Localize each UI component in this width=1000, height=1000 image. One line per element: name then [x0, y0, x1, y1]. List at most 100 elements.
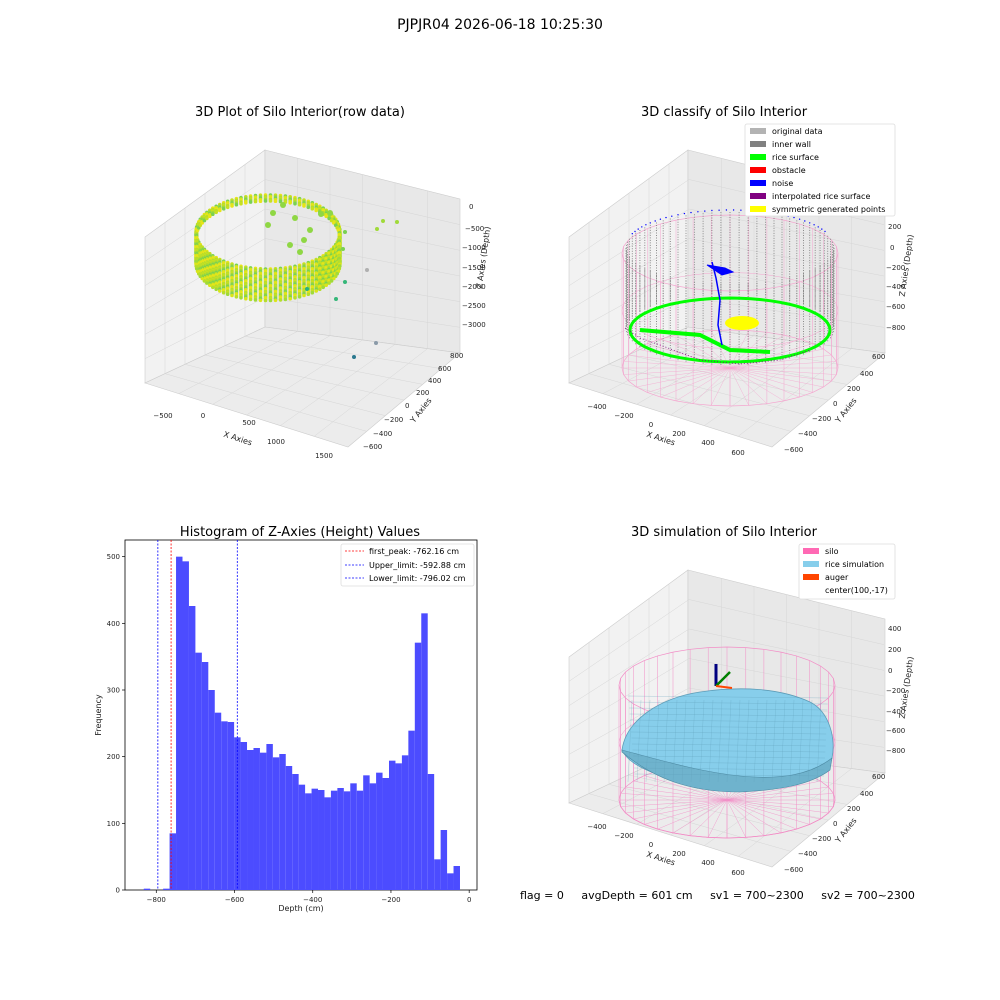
data-point — [297, 249, 303, 255]
p4-ytick-6: −600 — [784, 866, 803, 874]
histogram-bar — [240, 742, 248, 890]
noise-points — [824, 230, 826, 233]
p1-ztick-0: 0 — [469, 203, 473, 211]
data-point — [265, 222, 271, 228]
data-point — [365, 268, 369, 272]
data-point — [205, 281, 209, 285]
data-point — [293, 201, 297, 206]
histogram-bar — [453, 866, 460, 890]
panel4-legend: silo rice simulation auger center(100,-1… — [798, 543, 896, 600]
p4-ytick-0: 600 — [872, 773, 885, 781]
legend-center: center(100,-17) — [825, 586, 888, 595]
gridline — [314, 348, 428, 437]
silo-spoke — [660, 367, 731, 398]
histogram-ytick-label: 0 — [116, 887, 120, 895]
p1-ytick-7: −600 — [363, 443, 382, 451]
data-point — [301, 237, 307, 243]
histogram-bar — [421, 613, 428, 890]
rice-surface-mesh — [630, 725, 827, 729]
data-point — [318, 287, 322, 292]
histogram-bar — [395, 763, 402, 890]
histogram-bar — [214, 712, 222, 890]
silo-spoke — [726, 799, 810, 825]
histogram-bar — [356, 790, 364, 890]
histogram-bar — [188, 606, 196, 890]
silo-spoke — [644, 799, 728, 825]
auger-x-arrow — [715, 685, 733, 689]
noise-points — [634, 230, 636, 233]
data-point — [343, 230, 347, 234]
p1-xtick-0: −500 — [153, 412, 172, 420]
noise-points — [641, 226, 643, 228]
legend-swatch-silo — [803, 548, 819, 554]
histogram-ytick-label: 100 — [107, 820, 120, 828]
rice-surface-mesh — [630, 731, 827, 735]
p4-xtick-3: 200 — [672, 850, 685, 858]
p1-xtick-1: 0 — [201, 412, 205, 420]
silo-spoke — [729, 367, 837, 375]
rice-surface-mesh — [699, 699, 705, 783]
data-point — [324, 283, 329, 288]
noise-points — [821, 228, 823, 230]
histogram-bar — [182, 561, 189, 890]
data-point — [225, 205, 230, 210]
data-point — [211, 212, 215, 216]
panel1-axes-box — [144, 149, 461, 448]
legend-original: original data — [772, 127, 823, 136]
data-point — [302, 204, 306, 208]
p1-ytick-2: 400 — [428, 377, 441, 385]
rice-surface-mesh — [708, 699, 714, 783]
panel1-title: 3D Plot of Silo Interior(row data) — [195, 105, 405, 120]
data-point — [221, 290, 226, 295]
silo-spoke — [729, 343, 813, 369]
silo-spoke — [625, 799, 728, 814]
silo-spoke — [636, 367, 731, 388]
rice-surface-mesh — [663, 699, 669, 783]
silo-spoke — [729, 367, 800, 398]
silo-spoke — [689, 799, 728, 836]
p4-xtick-0: −400 — [587, 823, 606, 831]
data-point — [218, 289, 222, 293]
noise-points — [817, 226, 819, 228]
legend-upper-limit: Upper_limit: -592.88 cm — [369, 561, 466, 570]
rice-surface-mesh — [690, 699, 696, 783]
legend-swatch-obstacle — [750, 167, 766, 173]
histogram-bar — [221, 721, 228, 890]
p2-xtick-0: −400 — [587, 403, 606, 411]
gridline — [264, 297, 461, 328]
histogram-bar — [414, 642, 422, 890]
p4-ytick-4: −200 — [812, 835, 831, 843]
p1-ytick-4: 0 — [405, 402, 409, 410]
rice-surface-mesh — [744, 699, 750, 783]
rice-surface-mesh — [627, 695, 829, 699]
silo-spoke — [729, 367, 824, 388]
data-point — [314, 208, 319, 213]
p2-ytick-6: −600 — [784, 446, 803, 454]
silo-spoke — [729, 367, 768, 404]
p1-ytick-5: −200 — [384, 416, 403, 424]
p2-ytick-2: 200 — [847, 385, 860, 393]
p1-ztick-4: −2000 — [462, 283, 486, 291]
data-point — [263, 199, 268, 203]
p2-ztick-2: −200 — [886, 264, 905, 272]
rice-surface-mesh — [717, 699, 723, 783]
panel2-3d-plot: −400 −200 0 200 400 600 X Axies 600 400 … — [568, 123, 915, 457]
status-footer: flag = 0 avgDepth = 601 cm sv1 = 700~230… — [520, 889, 929, 902]
histogram-bar — [176, 556, 183, 890]
p2-xtick-3: 200 — [672, 430, 685, 438]
panel4-title: 3D simulation of Silo Interior — [631, 525, 818, 540]
noise-points — [793, 216, 795, 219]
data-point — [253, 199, 258, 204]
data-point — [327, 216, 331, 221]
p4-ytick-1: 400 — [860, 790, 873, 798]
gridline — [738, 348, 852, 437]
data-point — [253, 298, 258, 302]
data-point — [321, 285, 326, 290]
rice-surface-mesh — [798, 699, 804, 783]
gridline — [688, 297, 885, 328]
data-point — [318, 211, 324, 217]
histogram-bar — [369, 783, 377, 890]
silo-spoke — [729, 361, 837, 369]
histogram-bar — [201, 662, 209, 890]
silo-spoke — [726, 799, 821, 820]
